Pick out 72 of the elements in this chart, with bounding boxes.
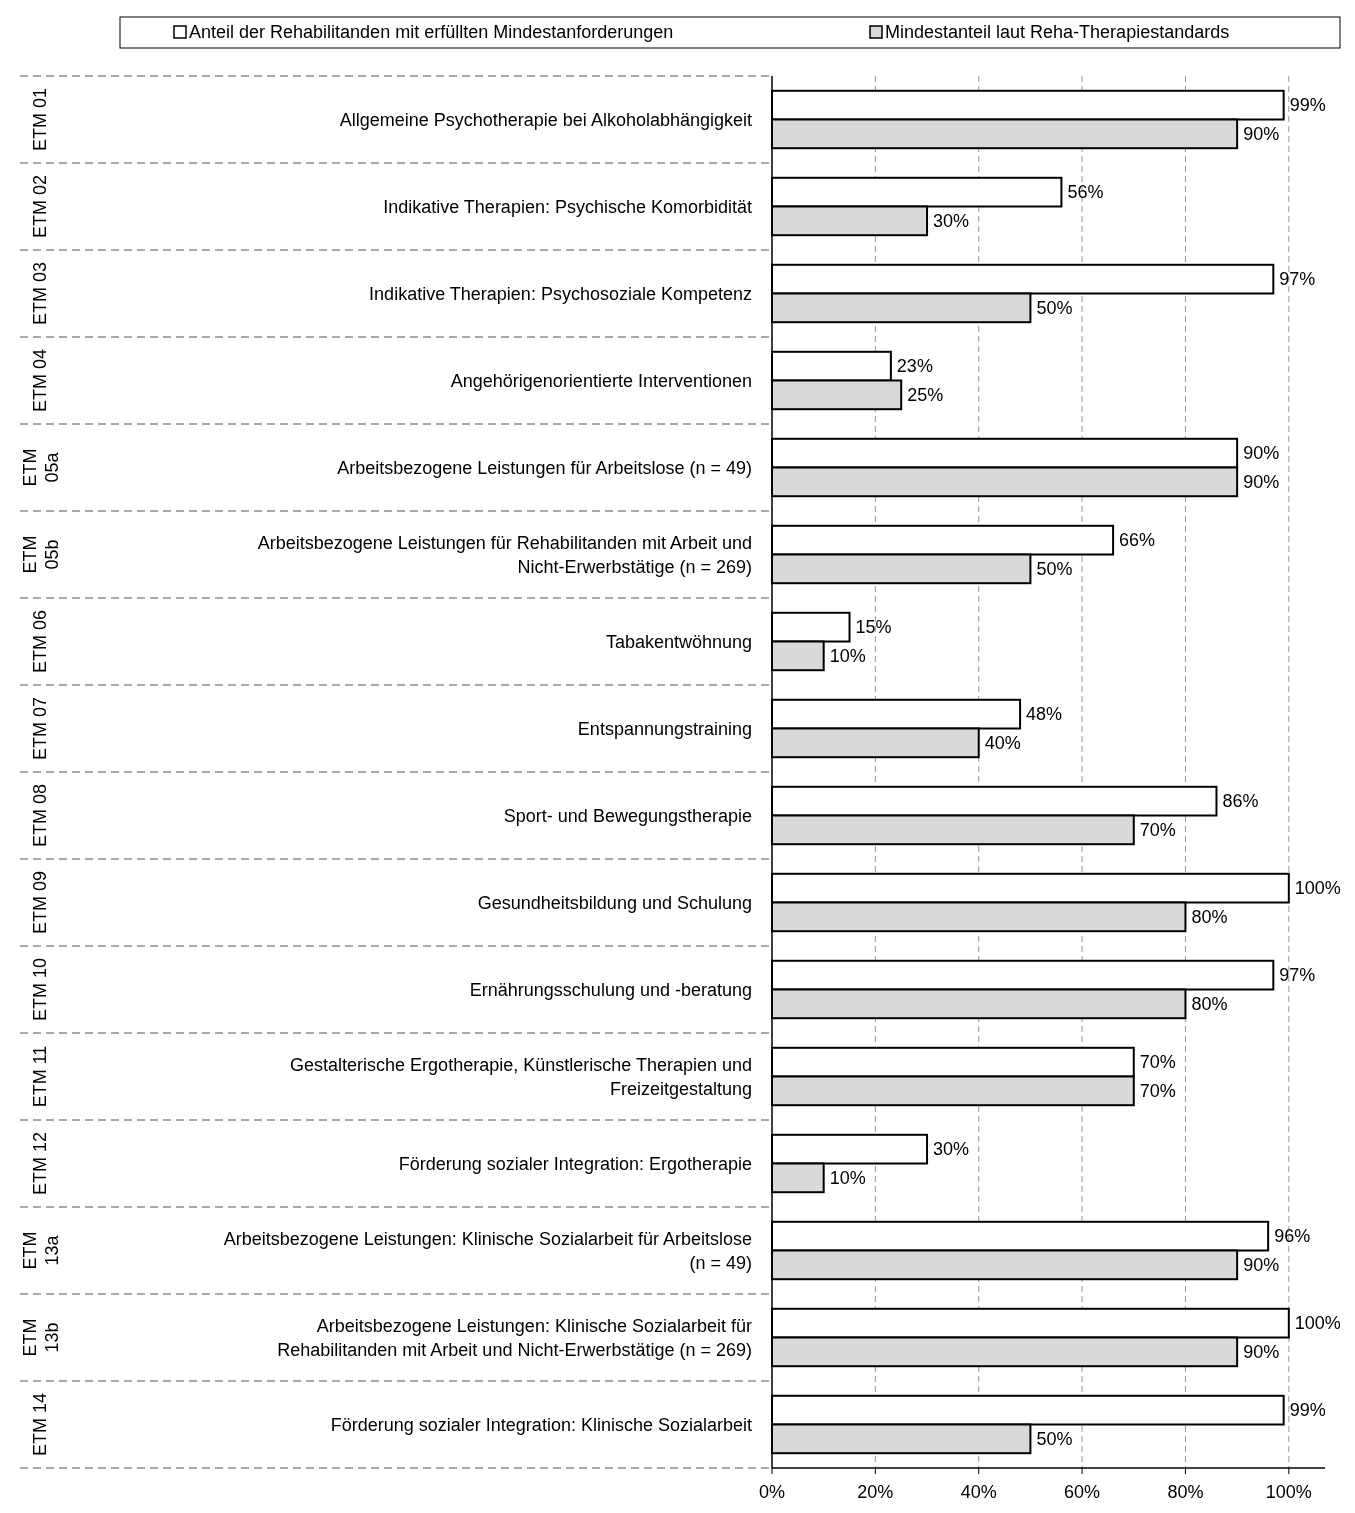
data-label: 25% — [907, 385, 944, 406]
data-label: 30% — [933, 211, 970, 232]
text: ETM 10 — [30, 957, 51, 1022]
data-label: 90% — [1243, 443, 1280, 464]
data-label: 66% — [1119, 530, 1156, 551]
data-label: 23% — [896, 356, 933, 377]
y-tick-label: Indikative Therapien: Psychosoziale Kompetenz — [369, 283, 752, 304]
y-tick-label: Förderung sozialer Integration: Ergotherapie — [398, 1153, 752, 1174]
y-tick-label: Angehörigenorientierte Interventionen — [450, 370, 752, 391]
data-label: 70% — [1139, 1081, 1176, 1102]
y-tick-label: Entspannungstraining — [577, 718, 752, 739]
text: ETM 08 — [30, 783, 51, 848]
text: ETM 06 — [30, 609, 51, 674]
data-label: 50% — [1036, 298, 1073, 319]
y-tick-label: Förderung sozialer Integration: Klinische Sozialarbeit — [330, 1414, 752, 1435]
text: ETM 07 — [30, 696, 51, 761]
x-tick-label: 100% — [1265, 1482, 1312, 1502]
y-tick-label: Gesundheitsbildung und Schulung — [477, 892, 752, 913]
data-label: 80% — [1191, 994, 1228, 1015]
data-label: 48% — [1026, 704, 1063, 725]
data-label: 96% — [1274, 1226, 1311, 1247]
text: ETM 01 — [30, 87, 51, 152]
data-label: 97% — [1279, 269, 1316, 290]
text: ETM 05a — [20, 448, 63, 487]
text: ETM 04 — [30, 348, 51, 413]
y-tick-label: Allgemeine Psychotherapie bei Alkoholabhängigkeit — [339, 109, 752, 130]
data-label: 10% — [829, 1168, 866, 1189]
text: ETM 13b — [20, 1318, 63, 1357]
data-label: 90% — [1243, 124, 1280, 145]
y-tick-label: Arbeitsbezogene Leistungen: Klinische Sozialarbeit für Arbeitslose (n = 49) — [223, 1228, 752, 1273]
text: ETM 11 — [30, 1045, 51, 1108]
text: ETM 12 — [30, 1131, 51, 1196]
x-tick-label: 0% — [758, 1482, 786, 1502]
data-label: 99% — [1289, 95, 1326, 116]
data-label: 90% — [1243, 1255, 1280, 1276]
legend-label: Mindestanteil laut Reha-Therapiestandards — [885, 22, 1230, 43]
y-tick-label: Arbeitsbezogene Leistungen: Klinische Sozialarbeit für Rehabilitanden mit Arbeit und Nicht-Erwerbstätige (n = 269) — [277, 1315, 752, 1360]
y-tick-label: Ernährungsschulung und -beratung — [469, 979, 752, 1000]
data-label: 90% — [1243, 472, 1280, 493]
data-label: 15% — [855, 617, 892, 638]
x-tick-label: 40% — [960, 1482, 997, 1502]
data-label: 50% — [1036, 1429, 1073, 1450]
y-tick-label: Gestalterische Ergotherapie, Künstlerische Therapien und Freizeitgestaltung — [290, 1054, 752, 1099]
text: ETM 09 — [30, 870, 51, 935]
data-label: 90% — [1243, 1342, 1280, 1363]
text: ETM 05b — [20, 535, 63, 574]
data-label: 99% — [1289, 1400, 1326, 1421]
data-label: 80% — [1191, 907, 1228, 928]
y-tick-label: Sport- und Bewegungstherapie — [503, 805, 752, 826]
x-tick-label: 60% — [1064, 1482, 1101, 1502]
y-tick-label: Arbeitsbezogene Leistungen für Rehabilitanden mit Arbeit und Nicht-Erwerbstätige (n = 269) — [257, 532, 752, 577]
x-tick-label: 20% — [857, 1482, 894, 1502]
text: ETM 13a — [20, 1231, 63, 1270]
x-tick-label: 80% — [1167, 1482, 1204, 1502]
text: ETM 14 — [30, 1392, 51, 1457]
data-label: 70% — [1139, 820, 1176, 841]
text: ETM 03 — [30, 261, 51, 326]
y-tick-label: Tabakentwöhnung — [605, 631, 752, 652]
data-label: 50% — [1036, 559, 1073, 580]
y-tick-label: Arbeitsbezogene Leistungen für Arbeitslose (n = 49) — [337, 457, 752, 478]
data-label: 100% — [1294, 878, 1341, 899]
data-label: 97% — [1279, 965, 1316, 986]
y-tick-label: Indikative Therapien: Psychische Komorbidität — [383, 196, 752, 217]
data-label: 86% — [1222, 791, 1259, 812]
data-label: 10% — [829, 646, 866, 667]
data-label: 100% — [1294, 1313, 1341, 1334]
data-label: 40% — [984, 733, 1021, 754]
data-label: 70% — [1139, 1052, 1176, 1073]
data-label: 56% — [1067, 182, 1104, 203]
text: ETM 02 — [30, 174, 51, 239]
data-label: 30% — [933, 1139, 970, 1160]
legend-label: Anteil der Rehabilitanden mit erfüllten Mindestanforderungen — [189, 22, 674, 43]
